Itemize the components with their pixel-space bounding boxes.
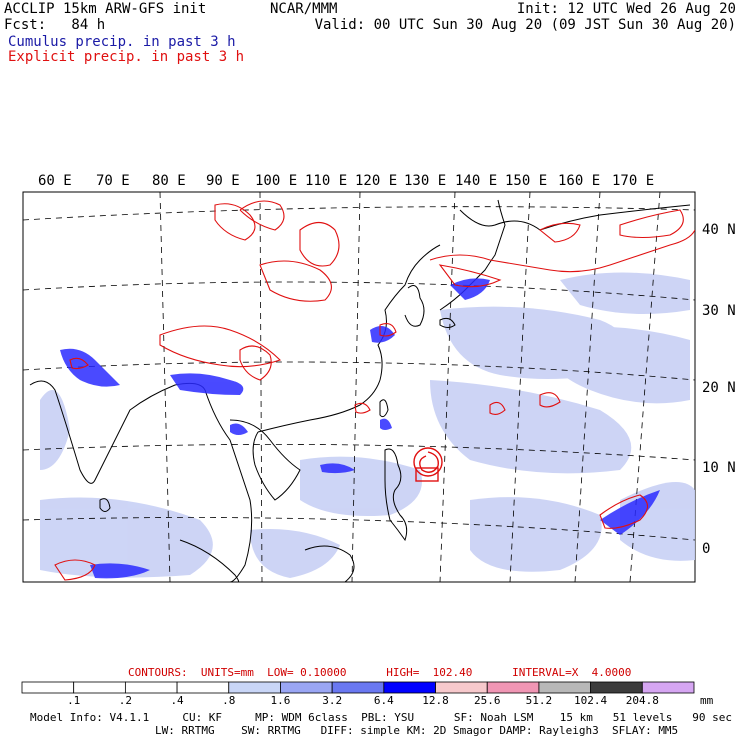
legend-explicit: Explicit precip. in past 3 h — [8, 49, 245, 65]
lon-label: 170 E — [612, 173, 654, 189]
lon-label: 60 E — [38, 173, 72, 189]
colorbar-swatch — [176, 681, 230, 694]
lat-label: 10 N — [702, 460, 736, 476]
colorbar-unit: mm — [700, 694, 714, 707]
precip-map: 60 E 70 E 80 E 90 E 100 E 110 E 120 E 13… — [22, 173, 736, 583]
lat-label: 40 N — [702, 222, 736, 238]
lat-label: 20 N — [702, 380, 736, 396]
lon-label: 70 E — [96, 173, 130, 189]
colorbar-label: .1 — [67, 694, 80, 707]
colorbar-label: 6.4 — [374, 694, 394, 707]
light-precip — [40, 272, 695, 578]
colorbar-swatch — [331, 681, 385, 694]
model-info-line2: LW: RRTMG SW: RRTMG DIFF: simple KM: 2D … — [155, 724, 679, 737]
colorbar-swatch — [641, 681, 695, 694]
colorbar-swatch — [228, 681, 281, 694]
lon-label: 120 E — [355, 173, 397, 189]
legend-cumulus: Cumulus precip. in past 3 h — [8, 34, 236, 50]
lat-label: 0 — [702, 541, 710, 557]
colorbar-label: 25.6 — [474, 694, 501, 707]
lon-label: 80 E — [152, 173, 186, 189]
valid-time: Valid: 00 UTC Sun 30 Aug 20 (09 JST Sun … — [314, 17, 736, 33]
lon-label: 140 E — [455, 173, 497, 189]
colorbar-label: 204.8 — [626, 694, 659, 707]
center-label: NCAR/MMM — [270, 1, 338, 17]
colorbar-label: 102.4 — [574, 694, 607, 707]
colorbar-swatch — [73, 681, 126, 694]
colorbar-label: 1.6 — [271, 694, 291, 707]
colorbar-label: .2 — [119, 694, 132, 707]
cumulus-precip — [60, 278, 660, 579]
colorbar-swatch — [280, 681, 333, 694]
colorbar-label: .8 — [222, 694, 235, 707]
lon-label: 90 E — [206, 173, 240, 189]
typhoon-marker — [413, 447, 443, 482]
colorbar-swatch — [124, 681, 178, 694]
explicit-precip — [54, 200, 695, 581]
colorbar-label: 3.2 — [322, 694, 342, 707]
model-title: ACCLIP 15km ARW-GFS init — [4, 1, 207, 17]
colorbar-swatch — [538, 681, 592, 694]
lon-label: 160 E — [558, 173, 600, 189]
lon-label: 150 E — [505, 173, 547, 189]
colorbar-swatch — [486, 681, 540, 694]
forecast-hour: Fcst: 84 h — [4, 17, 106, 33]
colorbar-label: 51.2 — [526, 694, 553, 707]
latlon-grid — [23, 192, 695, 582]
lon-label: 130 E — [404, 173, 446, 189]
colorbar-swatch — [383, 681, 436, 694]
colorbar-swatch — [435, 681, 488, 694]
model-info-line1: Model Info: V4.1.1 CU: KF MP: WDM 6class… — [30, 711, 732, 724]
lon-label: 100 E — [255, 173, 297, 189]
colorbar-label: .4 — [170, 694, 184, 707]
colorbar: .1.2.4.8 1.6 3.2 6.4 12.8 25.6 51.2 102.4 204.8 … — [21, 681, 714, 707]
init-time: Init: 12 UTC Wed 26 Aug 20 — [516, 1, 736, 17]
colorbar-label: 12.8 — [422, 694, 449, 707]
lon-label: 110 E — [305, 173, 347, 189]
colorbar-swatch — [21, 681, 75, 694]
colorbar-swatch — [590, 681, 643, 694]
contours-summary: CONTOURS: UNITS=mm LOW= 0.10000 HIGH= 10… — [128, 666, 632, 679]
coastlines — [29, 199, 691, 582]
lat-label: 30 N — [702, 303, 736, 319]
